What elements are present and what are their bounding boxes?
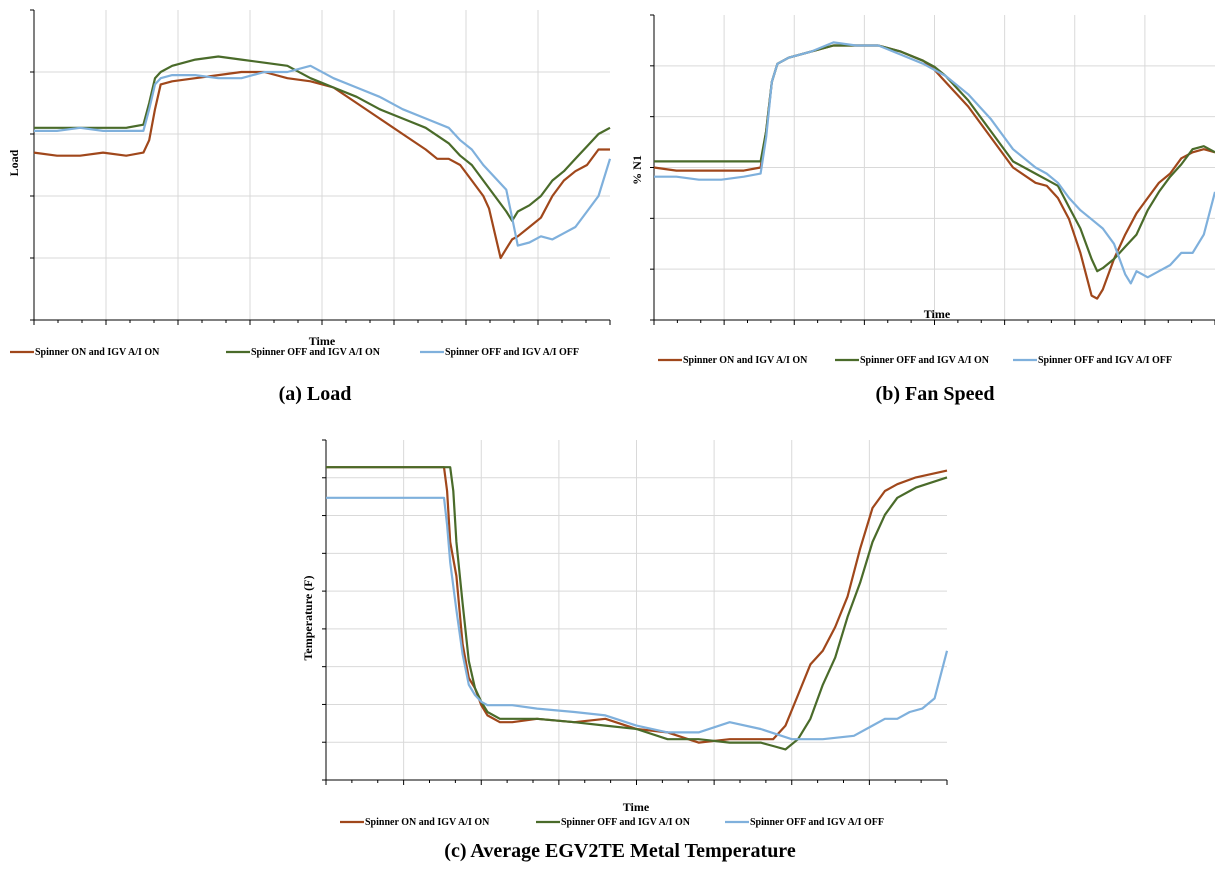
fan-y-axis-title: % N1 — [630, 155, 644, 185]
fan-x-axis-title: Time — [924, 307, 951, 321]
load-legend-label-2: Spinner OFF and IGV A/I ON — [251, 347, 381, 358]
chart-temperature: Time Temperature (F) Spinner ON and IGV A/… — [290, 428, 960, 838]
chart-temperature-svg: Time Temperature (F) Spinner ON and IGV A/… — [301, 439, 949, 828]
chart-fan-speed: Time % N1 Spinner ON and IGV A/I ON Spinner… — [625, 0, 1215, 375]
chart-fan-speed-svg: Time % N1 Spinner ON and IGV A/I ON Spinner… — [630, 14, 1215, 366]
temp-y-axis-title: Temperature (F) — [301, 576, 315, 661]
load-series-line-3 — [34, 64, 612, 247]
temp-series-line-2 — [326, 466, 948, 751]
fan-legend-label-2: Spinner OFF and IGV A/I ON — [860, 355, 990, 366]
temp-x-axis-title: Time — [623, 800, 650, 814]
temp-legend-label-3: Spinner OFF and IGV A/I OFF — [750, 817, 884, 828]
fan-legend-label-1: Spinner ON and IGV A/I ON — [683, 355, 808, 366]
caption-temperature: (c) Average EGV2TE Metal Temperature — [444, 840, 796, 862]
temp-series-line-3 — [326, 496, 949, 741]
temp-series-line-1 — [326, 466, 948, 744]
fan-gridlines — [654, 15, 1215, 320]
load-y-axis-title: Load — [7, 149, 21, 176]
fan-legend-label-3: Spinner OFF and IGV A/I OFF — [1038, 355, 1172, 366]
load-gridlines — [34, 10, 610, 320]
caption-fan-speed: (b) Fan Speed — [875, 383, 995, 405]
fan-series-line-3 — [654, 41, 1215, 285]
load-series-line-2 — [34, 55, 611, 222]
load-series-line-1 — [33, 70, 610, 260]
load-x-axis-title: Time — [309, 334, 336, 348]
chart-load-svg: Time Load Spinner ON and IGV A/I ON Spinner… — [7, 9, 612, 358]
temp-legend-label-2: Spinner OFF and IGV A/I ON — [561, 817, 691, 828]
load-legend-label-3: Spinner OFF and IGV A/I OFF — [445, 347, 579, 358]
chart-load: Time Load Spinner ON and IGV A/I ON Spinner… — [0, 0, 615, 365]
temp-gridlines — [326, 440, 947, 780]
caption-load: (a) Load — [278, 383, 352, 405]
temp-legend-label-1: Spinner ON and IGV A/I ON — [365, 817, 490, 828]
load-legend-label-1: Spinner ON and IGV A/I ON — [35, 347, 160, 358]
